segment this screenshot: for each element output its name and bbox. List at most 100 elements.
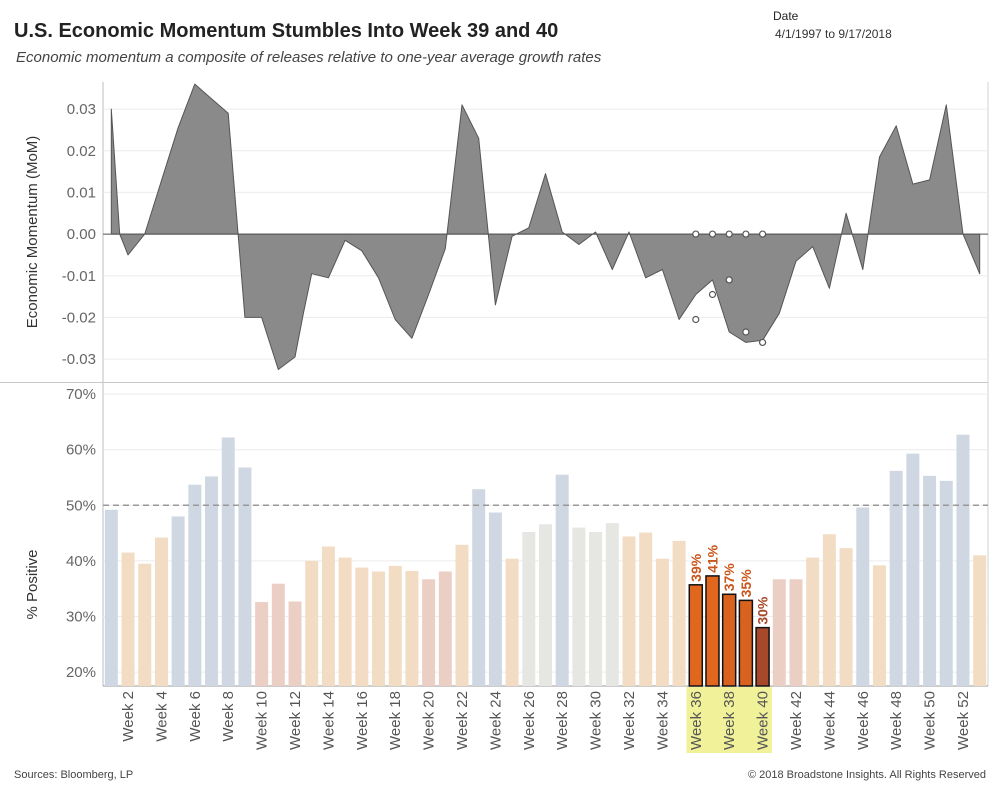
x-tick-label: Week 8 — [220, 691, 237, 742]
x-tick-label: Week 32 — [621, 691, 638, 750]
y-tick-label-percent: 70% — [66, 386, 96, 403]
momentum-marker[interactable] — [725, 276, 733, 284]
data-label: 39% — [688, 553, 704, 582]
x-tick-label: Week 14 — [320, 691, 337, 750]
bar-week-39[interactable] — [738, 599, 754, 687]
bar-week-20[interactable] — [422, 579, 436, 686]
x-tick-label: Week 50 — [922, 691, 939, 750]
x-tick-label: Week 10 — [254, 691, 271, 750]
bar-week-6[interactable] — [188, 484, 202, 686]
y-tick-label-momentum: -0.01 — [62, 268, 96, 285]
date-filter-range[interactable]: 4/1/1997 to 9/17/2018 — [775, 27, 892, 41]
bar-week-38[interactable] — [721, 593, 737, 687]
momentum-marker[interactable] — [692, 315, 700, 324]
data-label: 35% — [738, 569, 754, 598]
y-axis-title-percent: % Positive — [24, 549, 41, 619]
bar-week-48[interactable] — [889, 470, 903, 686]
bar-week-17[interactable] — [372, 571, 386, 686]
x-tick-label: Week 44 — [821, 691, 838, 750]
x-tick-label: Week 26 — [521, 691, 538, 750]
x-tick-label: Week 16 — [354, 691, 371, 750]
bar-week-16[interactable] — [355, 567, 369, 686]
y-tick-label-percent: 30% — [66, 609, 96, 626]
bar-week-3[interactable] — [138, 563, 152, 686]
zero-marker[interactable] — [708, 230, 717, 238]
y-tick-label-percent: 50% — [66, 497, 96, 514]
x-tick-label: Week 30 — [588, 691, 605, 750]
zero-marker[interactable] — [758, 230, 767, 238]
y-tick-label-percent: 20% — [66, 664, 96, 681]
bar-week-50[interactable] — [923, 475, 937, 686]
bar-week-30[interactable] — [589, 531, 603, 686]
y-tick-label-momentum: 0.01 — [67, 184, 96, 201]
momentum-marker[interactable] — [758, 338, 767, 347]
bar-week-7[interactable] — [205, 476, 219, 686]
bar-week-27[interactable] — [539, 524, 552, 686]
x-tick-label: Week 40 — [755, 691, 772, 750]
bar-week-43[interactable] — [806, 557, 820, 686]
bar-week-22[interactable] — [455, 544, 469, 686]
x-tick-label: Week 4 — [153, 691, 170, 742]
bar-week-35[interactable] — [672, 540, 686, 686]
y-tick-label-momentum: 0.03 — [67, 101, 96, 118]
bar-week-23[interactable] — [472, 489, 486, 686]
bar-week-1[interactable] — [104, 509, 118, 686]
bar-week-28[interactable] — [555, 474, 569, 686]
data-label: 30% — [755, 596, 771, 625]
bar-week-41[interactable] — [772, 579, 786, 686]
bar-week-8[interactable] — [221, 437, 235, 686]
bar-week-11[interactable] — [271, 583, 285, 686]
bar-week-10[interactable] — [255, 602, 269, 686]
momentum-area — [110, 83, 981, 370]
bar-week-42[interactable] — [789, 579, 803, 686]
bar-week-24[interactable] — [488, 512, 502, 686]
bar-week-13[interactable] — [305, 560, 319, 686]
y-tick-label-momentum: 0.00 — [67, 226, 96, 243]
x-tick-label: Week 34 — [654, 691, 671, 750]
bar-week-14[interactable] — [321, 546, 335, 686]
bar-week-12[interactable] — [288, 601, 302, 686]
bar-week-2[interactable] — [121, 552, 135, 686]
bar-week-25[interactable] — [505, 558, 519, 686]
bar-week-52[interactable] — [956, 434, 970, 686]
bar-week-4[interactable] — [154, 537, 168, 686]
momentum-marker[interactable] — [742, 328, 750, 336]
zero-marker[interactable] — [725, 230, 733, 238]
date-filter-label: Date — [773, 9, 799, 23]
bar-week-18[interactable] — [388, 565, 402, 686]
zero-marker[interactable] — [742, 230, 750, 238]
bar-week-5[interactable] — [171, 516, 185, 686]
zero-marker[interactable] — [692, 230, 700, 238]
bar-week-37[interactable] — [705, 575, 720, 687]
bar-week-46[interactable] — [856, 507, 870, 686]
bar-week-47[interactable] — [872, 565, 886, 686]
bar-week-19[interactable] — [405, 570, 419, 686]
bar-week-45[interactable] — [839, 548, 853, 686]
bar-week-15[interactable] — [338, 557, 352, 686]
chart-title: U.S. Economic Momentum Stumbles Into Wee… — [14, 20, 559, 42]
bar-week-40[interactable] — [755, 626, 770, 687]
bar-week-36[interactable] — [688, 584, 704, 687]
bar-week-53[interactable] — [973, 555, 987, 686]
bar-week-34[interactable] — [655, 558, 669, 686]
bar-week-51[interactable] — [939, 480, 953, 686]
bar-week-21[interactable] — [438, 571, 452, 686]
x-tick-label: Week 46 — [855, 691, 872, 750]
x-tick-label: Week 22 — [454, 691, 471, 750]
bar-week-44[interactable] — [822, 534, 836, 686]
momentum-marker[interactable] — [708, 290, 717, 299]
bar-week-29[interactable] — [572, 527, 586, 686]
y-tick-label-percent: 40% — [66, 553, 96, 570]
y-tick-label-momentum: -0.03 — [62, 351, 96, 368]
bar-week-26[interactable] — [522, 531, 536, 686]
data-label: 41% — [704, 544, 720, 573]
x-tick-label: Week 38 — [721, 691, 738, 750]
bar-week-49[interactable] — [906, 453, 920, 686]
bar-week-9[interactable] — [238, 467, 252, 686]
y-axis-title-momentum: Economic Momentum (MoM) — [24, 136, 41, 329]
bar-week-31[interactable] — [605, 523, 619, 686]
bar-week-33[interactable] — [639, 532, 653, 686]
bar-week-32[interactable] — [622, 536, 636, 686]
x-tick-label: Week 36 — [688, 691, 705, 750]
